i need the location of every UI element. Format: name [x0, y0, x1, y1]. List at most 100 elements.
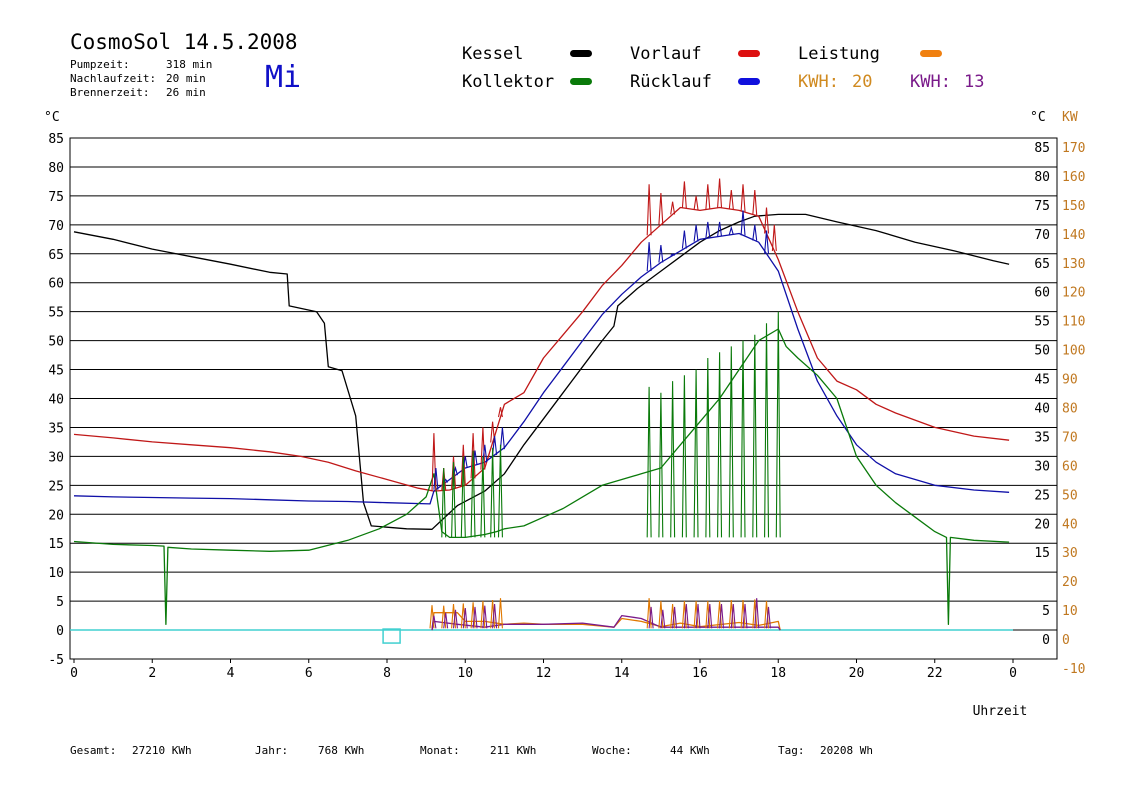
x-tick-label: 12 — [536, 666, 552, 681]
x-tick-label: 4 — [227, 666, 235, 681]
x-tick-label: 2 — [148, 666, 156, 681]
y-right-tick-label: 80 — [1034, 170, 1050, 185]
y2-axis-label: KW — [1062, 110, 1078, 125]
y2-tick-label: 70 — [1062, 430, 1078, 445]
y2-tick-label: 0 — [1062, 633, 1070, 648]
y-right-axis-label: °C — [1030, 110, 1046, 125]
spike-vorlauf — [681, 181, 687, 209]
spike-leistung2 — [472, 606, 478, 629]
legend-kessel: Kessel — [462, 44, 524, 64]
spike-ruecklauf — [705, 221, 711, 239]
spike-leistung2 — [648, 606, 654, 629]
y-right-tick-label: 40 — [1034, 402, 1050, 417]
spike-vorlauf — [470, 433, 476, 479]
y-right-tick-label: 35 — [1034, 430, 1050, 445]
y2-tick-label: 150 — [1062, 199, 1085, 214]
spike-leistung2 — [765, 606, 771, 629]
spike-ruecklauf — [670, 253, 675, 256]
footer-tag-label: Tag: — [778, 744, 805, 757]
legend-ruecklauf-swatch — [738, 78, 760, 85]
spike-kollektor — [740, 340, 746, 538]
spike-vorlauf — [460, 444, 466, 486]
x-tick-label: 18 — [770, 666, 786, 681]
y2-tick-label: 120 — [1062, 286, 1085, 301]
pump-value: 318 min — [166, 58, 213, 71]
y-tick-label: 35 — [48, 421, 64, 436]
spike-kollektor — [441, 467, 447, 538]
spike-leistung2 — [492, 603, 498, 629]
spike-kollektor — [670, 381, 676, 538]
y-right-tick-label: 65 — [1034, 257, 1050, 272]
y-right-tick-label: 55 — [1034, 315, 1050, 330]
spike-leistung2 — [730, 603, 736, 629]
y2-tick-label: 60 — [1062, 459, 1078, 474]
spike-leistung2 — [482, 605, 488, 629]
x-tick-label: 20 — [849, 666, 865, 681]
y2-tick-label: 80 — [1062, 402, 1078, 417]
series-line-ruecklauf — [73, 232, 1010, 505]
x-tick-label: 8 — [383, 666, 391, 681]
spike-leistung2 — [431, 615, 437, 629]
spike-vorlauf — [705, 184, 711, 210]
spike-vorlauf — [764, 207, 770, 234]
pump-label: Pumpzeit: — [70, 58, 130, 71]
spike-leistung — [681, 601, 687, 629]
spike-kollektor — [752, 334, 758, 538]
spike-leistung — [717, 601, 723, 629]
zero-marker — [382, 628, 401, 644]
legend-kollektor-swatch — [570, 78, 592, 85]
spike-ruecklauf — [740, 210, 746, 236]
footer-woche-value: 44 KWh — [670, 744, 710, 757]
spike-ruecklauf — [693, 224, 699, 242]
spike-ruecklauf — [764, 230, 770, 254]
spike-vorlauf — [490, 421, 496, 443]
spike-vorlauf — [451, 456, 457, 489]
y-right-tick-label: 25 — [1034, 488, 1050, 503]
burner-value: 26 min — [166, 86, 206, 99]
y2-tick-label: 40 — [1062, 517, 1078, 532]
spike-leistung2 — [660, 609, 666, 629]
y-right-tick-label: 75 — [1034, 199, 1050, 214]
spike-kollektor — [658, 392, 664, 538]
y-right-tick-label: 45 — [1034, 373, 1050, 388]
overrun-label: Nachlaufzeit: — [70, 72, 157, 85]
spike-ruecklauf — [681, 230, 687, 249]
legend-kwh1-label: KWH: — [798, 72, 839, 92]
spike-leistung2 — [719, 603, 725, 629]
spike-ruecklauf — [658, 245, 664, 263]
y-tick-label: 10 — [48, 566, 64, 581]
spike-leistung2 — [462, 608, 468, 629]
y2-tick-label: 50 — [1062, 488, 1078, 503]
burner-label: Brennerzeit: — [70, 86, 150, 99]
spike-leistung2 — [754, 598, 760, 629]
spike-leistung2 — [672, 606, 678, 629]
spike-vorlauf — [728, 190, 734, 210]
legend-kessel-swatch — [570, 50, 592, 57]
footer-monat-value: 211 KWh — [490, 744, 537, 757]
y-right-tick-label: 20 — [1034, 517, 1050, 532]
y-tick-label: 5 — [56, 595, 64, 610]
legend-kollektor: Kollektor — [462, 72, 555, 92]
series-line-vorlauf — [73, 206, 1010, 492]
spike-kollektor — [705, 357, 711, 538]
spike-leistung2 — [452, 609, 458, 629]
spike-vorlauf — [497, 407, 503, 418]
y2-tick-label: 170 — [1062, 141, 1085, 156]
spike-vorlauf — [717, 178, 723, 208]
spike-vorlauf — [693, 195, 699, 210]
spike-kollektor — [497, 444, 503, 538]
y-tick-label: 45 — [48, 364, 64, 379]
spike-vorlauf — [740, 184, 746, 212]
y-tick-label: 80 — [48, 161, 64, 176]
footer-woche-label: Woche: — [592, 744, 632, 757]
y-tick-label: 25 — [48, 479, 64, 494]
y-right-tick-label: 60 — [1034, 286, 1050, 301]
spike-vorlauf — [646, 184, 652, 236]
x-tick-label: 0 — [1009, 666, 1017, 681]
legend-vorlauf: Vorlauf — [630, 44, 702, 64]
y-tick-label: 30 — [48, 450, 64, 465]
spike-vorlauf — [670, 201, 676, 215]
y-right-tick-label: 70 — [1034, 228, 1050, 243]
spike-kollektor — [490, 447, 496, 538]
spike-leistung — [497, 598, 503, 629]
